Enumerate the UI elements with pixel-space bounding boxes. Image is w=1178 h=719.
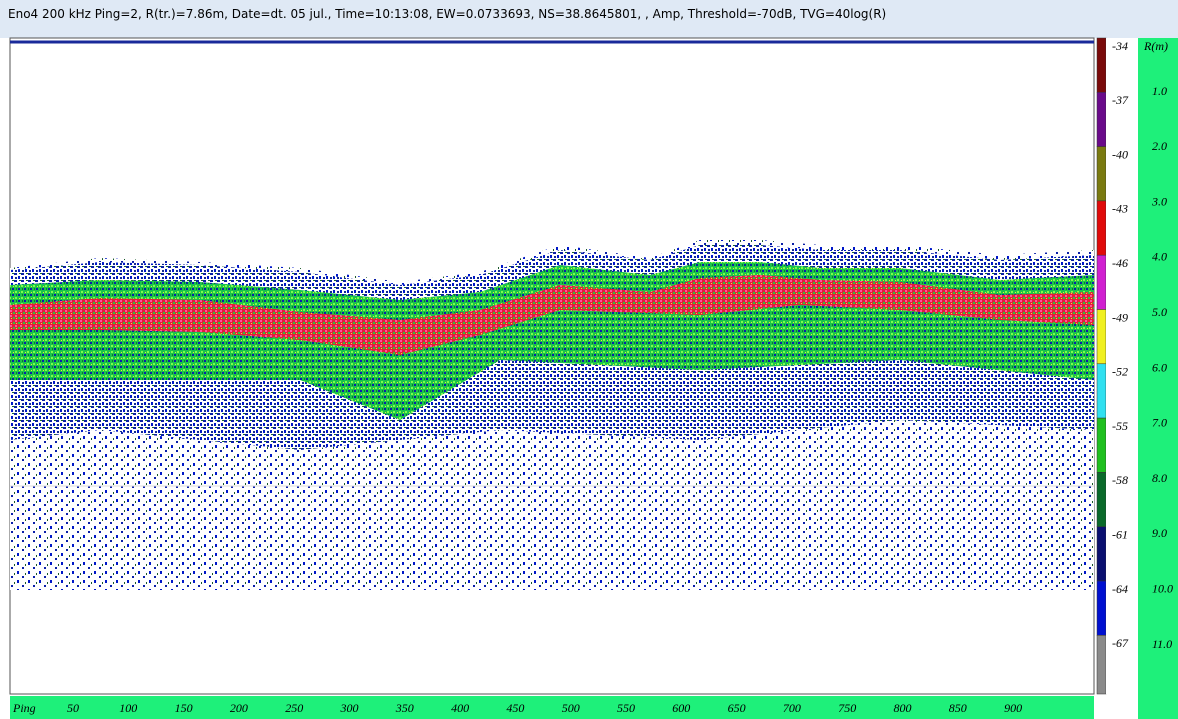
range-label: 6.0 <box>1152 360 1167 374</box>
ping-label: 100 <box>119 701 137 715</box>
ping-label: 350 <box>395 701 414 715</box>
color-swatch <box>1097 635 1106 694</box>
ping-label: 800 <box>894 701 912 715</box>
ping-axis-title: Ping <box>12 701 36 715</box>
color-scale-label: -52 <box>1112 365 1128 379</box>
color-swatch <box>1097 310 1106 364</box>
range-label: 4.0 <box>1152 250 1167 264</box>
range-label: 3.0 <box>1151 194 1167 208</box>
color-scale-label: -34 <box>1112 39 1128 53</box>
range-axis-title: R(m) <box>1143 39 1168 53</box>
ping-label: 600 <box>672 701 690 715</box>
color-scale-label: -43 <box>1112 202 1128 216</box>
ping-label: 750 <box>838 701 856 715</box>
ping-label: 700 <box>783 701 801 715</box>
color-scale-label: -64 <box>1112 582 1128 596</box>
ping-label: 450 <box>506 701 524 715</box>
ping-label: 200 <box>230 701 248 715</box>
ping-label: 550 <box>617 701 635 715</box>
range-label: 10.0 <box>1152 581 1173 595</box>
ping-label: 900 <box>1004 701 1022 715</box>
color-scale-label: -37 <box>1112 93 1129 107</box>
echogram-view: R(m) Ping -34 -37 -40 -43 -46 -49 -52 -55 -58 -61… <box>0 0 1178 719</box>
color-scale-label: -58 <box>1112 473 1128 487</box>
ping-label: 250 <box>285 701 303 715</box>
color-swatch <box>1097 364 1106 418</box>
range-label: 11.0 <box>1152 637 1172 651</box>
range-label: 9.0 <box>1152 526 1167 540</box>
color-swatch <box>1097 527 1106 581</box>
ping-label: 850 <box>949 701 967 715</box>
color-scale-label: -46 <box>1112 256 1128 270</box>
color-swatch <box>1097 92 1106 146</box>
color-scale-label: -49 <box>1112 310 1128 324</box>
ping-label: 300 <box>340 701 359 715</box>
range-label: 5.0 <box>1152 305 1167 319</box>
range-label: 8.0 <box>1152 471 1167 485</box>
color-scale-label: -40 <box>1112 147 1128 161</box>
range-label: 7.0 <box>1152 416 1167 430</box>
ping-label: 50 <box>67 701 79 715</box>
ping-label: 400 <box>451 701 469 715</box>
color-swatch <box>1097 581 1106 635</box>
color-swatch <box>1097 418 1106 472</box>
color-swatch <box>1097 38 1106 92</box>
range-label: 1.0 <box>1152 84 1167 98</box>
color-scale-label: -61 <box>1112 527 1128 541</box>
color-scale-label: -67 <box>1112 636 1129 650</box>
echogram-window: Eno4 200 kHz Ping=2, R(tr.)=7.86m, Date=… <box>0 0 1178 719</box>
ping-panel <box>10 696 1094 719</box>
color-swatch <box>1097 255 1106 309</box>
color-scale-label: -55 <box>1112 419 1128 433</box>
color-swatch <box>1097 147 1106 201</box>
color-swatch <box>1097 201 1106 255</box>
color-swatch <box>1097 472 1106 526</box>
range-label: 2.0 <box>1152 139 1167 153</box>
ping-label: 500 <box>562 701 580 715</box>
ping-label: 150 <box>175 701 193 715</box>
ping-label: 650 <box>728 701 746 715</box>
